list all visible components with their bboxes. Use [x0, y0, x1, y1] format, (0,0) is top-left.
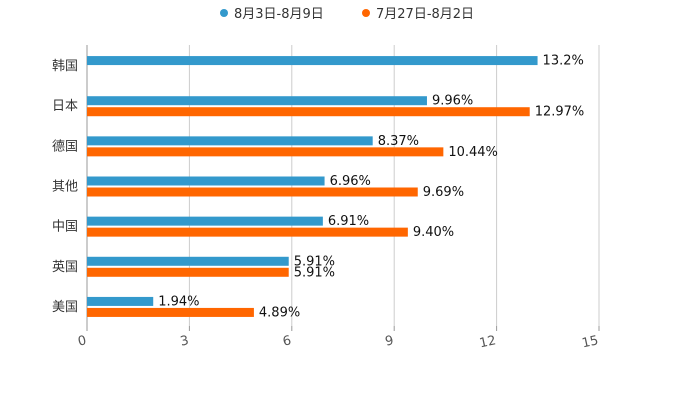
- category-label: 美国: [52, 300, 78, 315]
- legend-label-2: 7月27日-8月2日: [376, 7, 474, 22]
- x-tick-label: 3: [179, 333, 190, 349]
- bar-series1: [87, 176, 325, 186]
- data-label-series1: 5.91%: [294, 254, 335, 269]
- data-label-series1: 1.94%: [158, 294, 199, 309]
- data-label-series1: 6.91%: [328, 214, 369, 229]
- bar-series2: [87, 307, 254, 317]
- bar-series1: [87, 136, 373, 146]
- data-label-series2: 4.89%: [259, 305, 300, 320]
- x-tick-label: 6: [281, 333, 292, 349]
- category-label: 韩国: [52, 59, 78, 74]
- data-label-series1: 13.2%: [543, 54, 584, 69]
- data-label-series1: 8.37%: [378, 134, 419, 149]
- category-label: 中国: [52, 220, 78, 235]
- data-label-series2: 12.97%: [535, 105, 585, 120]
- bar-series1: [87, 256, 289, 266]
- bar-series1: [87, 96, 427, 106]
- x-tick-label: 12: [478, 333, 497, 351]
- legend: 8月3日-8月9日 7月27日-8月2日: [220, 7, 474, 22]
- data-label-series2: 5.91%: [294, 265, 335, 280]
- data-labels: 13.2% 9.96% 12.97% 8.37% 10.44% 6.96% 9.69% 6.9…: [158, 54, 584, 321]
- x-tick-label: 0: [77, 333, 88, 349]
- data-label-series1: 6.96%: [330, 174, 371, 189]
- data-label-series2: 9.69%: [423, 185, 464, 200]
- bar-series2: [87, 107, 530, 117]
- data-label-series1: 9.96%: [432, 94, 473, 109]
- data-label-series2: 9.40%: [413, 225, 454, 240]
- legend-marker-1: [220, 9, 228, 17]
- bar-series1: [87, 296, 154, 306]
- bar-series2: [87, 187, 418, 197]
- legend-label-1: 8月3日-8月9日: [234, 7, 324, 22]
- category-label: 德国: [52, 139, 78, 154]
- bar-series1: [87, 216, 323, 226]
- bar-series1: [87, 56, 538, 66]
- legend-marker-2: [362, 9, 370, 17]
- x-axis-ticks: 0 3 6 9 12 15: [77, 326, 600, 351]
- category-label: 其他: [52, 180, 78, 195]
- bars: [87, 56, 538, 317]
- bar-series2: [87, 267, 289, 277]
- category-label: 英国: [52, 260, 78, 275]
- category-label: 日本: [52, 99, 78, 114]
- data-label-series2: 10.44%: [448, 145, 498, 160]
- bar-series2: [87, 147, 444, 157]
- x-tick-label: 9: [384, 333, 395, 349]
- bar-series2: [87, 227, 408, 237]
- x-tick-label: 15: [581, 333, 600, 351]
